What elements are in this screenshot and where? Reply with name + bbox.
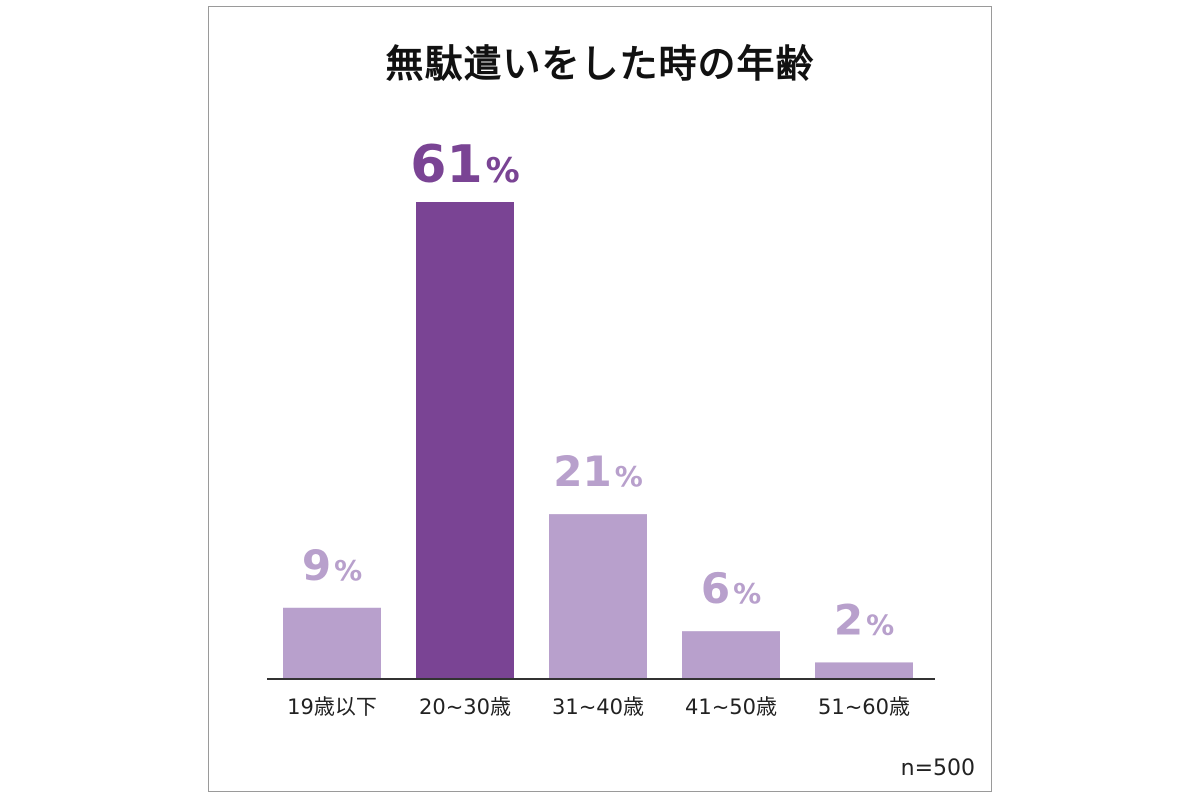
sample-size-note: n=500 [900,756,975,781]
value-label-2: 61% [410,135,519,195]
bar-3 [549,514,647,678]
category-labels-group: 19歳以下 20~30歳 31~40歳 41~50歳 51~60歳 [287,695,910,719]
bar-1 [283,607,381,678]
bar-chart: 9 % 61% 21 % 6 % 2% 19歳以下 20~30歳 31~40歳 41~50歳 51~6… [267,135,935,719]
value-label-1: 9% [302,541,362,590]
bars-group [283,202,913,678]
bar-4 [682,631,780,678]
category-label-3: 31~40歳 [552,695,644,719]
category-label-5: 51~60歳 [818,695,910,719]
bar-5 [815,662,913,678]
category-label-4: 41~50歳 [685,695,777,719]
value-labels-group: 9 % 61% 21 % 6 % 2% [302,135,894,644]
category-label-2: 20~30歳 [419,695,511,719]
value-label-5: 2% [834,595,894,644]
chart-frame: 無駄遣いをした時の年齢 9% 61% 21% 6% 2% 19歳以下 20~30歳 31~4… [208,6,992,792]
chart-title: 無駄遣いをした時の年齢 [385,42,815,86]
category-label-1: 19歳以下 [287,695,377,719]
value-label-3: 21% [553,447,643,496]
value-label-4: 6% [701,564,761,613]
bar-2 [416,202,514,678]
